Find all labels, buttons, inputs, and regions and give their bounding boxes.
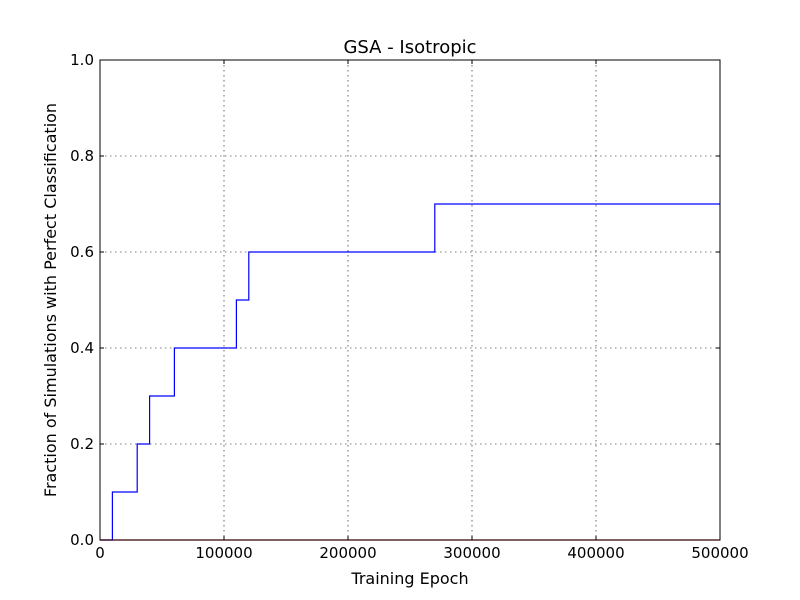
chart-title: GSA - Isotropic xyxy=(343,37,476,58)
y-tick-label: 0.2 xyxy=(70,435,94,453)
series-line-perfect-classification-fraction xyxy=(100,203,720,541)
x-tick-label: 400000 xyxy=(567,544,624,562)
x-tick-label: 100000 xyxy=(195,544,252,562)
ticks: 0 100000 200000 300000 400000 500000 0.0 0.2 0.4… xyxy=(70,51,748,562)
x-tick-label: 0 xyxy=(95,544,105,562)
x-tick-label: 500000 xyxy=(691,544,748,562)
y-tick-label: 0.4 xyxy=(70,339,94,357)
x-tick-label: 200000 xyxy=(319,544,376,562)
y-tick-label: 1.0 xyxy=(70,51,94,69)
y-axis-label: Fraction of Simulations with Perfect Cla… xyxy=(41,103,60,497)
y-tick-label: 0.6 xyxy=(70,243,94,261)
y-tick-label: 0.0 xyxy=(70,531,94,549)
x-axis-label: Training Epoch xyxy=(350,569,468,588)
plot-frame xyxy=(99,59,721,541)
y-tick-label: 0.8 xyxy=(70,147,94,165)
x-tick-label: 300000 xyxy=(443,544,500,562)
